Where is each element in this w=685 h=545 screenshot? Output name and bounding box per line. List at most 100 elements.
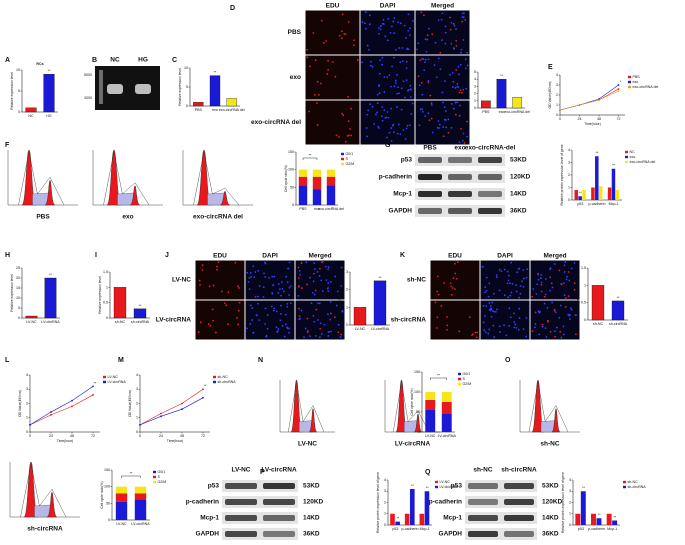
cell [318,267,321,270]
cell [458,91,461,94]
x-tick-label: p-cadherin [402,527,419,531]
cell [340,333,343,336]
cell [321,261,324,263]
y-tick-label: 3 [346,270,348,274]
cell [518,307,521,310]
flow-label: exo [122,214,133,221]
micro-col-label: DAPI [497,253,513,260]
legend-label: sh-NC [628,480,639,484]
significance: ** [598,513,601,517]
cell [543,302,546,305]
y-tick-label: 2 [346,288,348,292]
y-axis-label: Relative protein expression level of gen… [376,472,380,533]
micro-row-label: PBS [288,29,302,36]
cell [427,81,430,84]
x-tick-label: LV-NC [355,327,366,331]
significance: ** [204,384,207,388]
cell [531,295,534,298]
significance: ** [379,276,382,280]
cell [262,296,265,298]
y-axis-label: EDU (ratio% of control) [576,277,580,312]
cell [330,312,332,315]
blot-size: 53KD [303,483,320,490]
cell [250,275,252,278]
cell [537,310,540,313]
cell [503,268,506,271]
cell [464,67,467,70]
y-tick-label: 0 [556,113,558,117]
significance: ** [437,373,440,377]
cell [506,270,509,273]
blot-band [504,483,534,489]
legend-swatch [628,75,631,79]
y-tick-label: 1 [106,285,108,289]
cell [227,291,230,294]
cell [340,30,343,33]
cell [368,48,370,51]
panel-letter: J [165,252,169,259]
point [50,411,52,413]
cell [286,305,289,308]
cell [489,309,492,312]
flow-label: sh-circRNA [27,526,63,533]
legend-swatch [153,470,156,474]
legend-swatch [153,475,156,479]
blot-band [504,531,534,537]
cell [327,313,329,316]
cell [455,69,458,71]
x-tick-label: sh-NC [115,320,126,324]
cell [396,132,399,135]
cell [396,92,399,95]
bar [580,491,586,525]
bar [591,285,605,321]
cell [567,271,570,273]
y-axis-label: OD Value(490nm) [548,81,552,108]
x-tick-label: NC [28,114,34,118]
cell [381,22,384,25]
blot-size: 53KD [542,483,559,490]
cell [437,19,440,22]
cell [454,101,457,104]
y-tick-label: 50 [290,185,294,189]
cell [379,25,382,28]
x-tick-label: p53 [577,202,583,206]
cell [288,286,291,289]
y-tick-label: 3 [568,160,570,164]
cell [465,87,468,90]
bar [611,168,616,200]
blot-band [448,208,472,214]
y-tick-label: 0 [292,203,294,207]
cell [297,266,300,269]
cell [385,116,388,119]
cell [306,48,308,51]
bar-segment [134,493,147,500]
y-tick-label: 0 [18,110,20,114]
y-tick-label: 0 [474,106,476,110]
cell [567,295,570,298]
blot-band [468,515,498,521]
bar [575,513,581,525]
cell [468,316,471,319]
fit-line [288,381,325,433]
y-tick-label: 4 [556,73,558,77]
cell [417,42,420,45]
cell [341,13,344,16]
cell [306,283,309,286]
cell [337,323,340,326]
cell [549,289,551,292]
cell [370,60,372,63]
cell [498,289,501,292]
cell [566,275,568,278]
cell [569,313,571,316]
cell [459,63,462,66]
cell [299,317,301,320]
cell [549,276,552,279]
cell [288,294,291,296]
cell [455,39,458,42]
cell [312,272,315,275]
g2-peak [46,492,58,518]
cell [388,131,391,134]
cell [495,276,498,279]
cell [438,127,440,129]
cell [446,324,449,327]
